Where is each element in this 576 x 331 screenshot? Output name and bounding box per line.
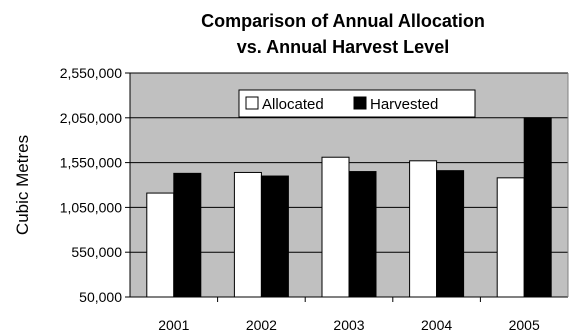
chart-title: Comparison of Annual Allocation bbox=[201, 11, 485, 31]
bar-allocated bbox=[496, 177, 525, 298]
legend-label-harvested: Harvested bbox=[370, 96, 438, 113]
x-tick-label: 2005 bbox=[509, 317, 540, 331]
legend-swatch-harvested bbox=[353, 96, 367, 110]
y-tick-label: 50,000 bbox=[79, 289, 122, 305]
y-tick-labels: 50,000 550,000 1,050,000 1,550,000 2,050,000… bbox=[60, 65, 123, 305]
bar-allocated bbox=[409, 160, 438, 298]
y-tick-label: 2,050,000 bbox=[60, 110, 122, 126]
bars bbox=[146, 117, 552, 298]
axes bbox=[125, 72, 569, 302]
y-axis-label: Cubic Metres bbox=[13, 135, 32, 235]
y-tick-label: 1,050,000 bbox=[60, 199, 122, 215]
x-tick-label: 2002 bbox=[246, 317, 277, 331]
legend: Allocated Harvested bbox=[238, 89, 476, 118]
y-tick-label: 550,000 bbox=[71, 244, 122, 260]
legend-box bbox=[238, 89, 476, 118]
bar-allocated bbox=[146, 192, 175, 298]
bar-allocated bbox=[233, 171, 262, 298]
x-tick-label: 2003 bbox=[333, 317, 364, 331]
y-tick-label: 1,550,000 bbox=[60, 155, 122, 171]
bar-harvested bbox=[348, 171, 377, 298]
bar-harvested bbox=[173, 172, 202, 298]
y-tick-label: 2,550,000 bbox=[60, 65, 122, 81]
bar-harvested bbox=[523, 117, 552, 298]
x-tick-label: 2001 bbox=[158, 317, 189, 331]
chart-subtitle: vs. Annual Harvest Level bbox=[237, 37, 449, 57]
x-tick-label: 2004 bbox=[421, 317, 452, 331]
bar-allocated bbox=[321, 156, 350, 298]
legend-swatch-allocated bbox=[245, 96, 259, 110]
bar-harvested bbox=[260, 175, 289, 298]
legend-label-allocated: Allocated bbox=[262, 96, 324, 113]
x-tick-labels: 2001 2002 2003 2004 2005 bbox=[158, 317, 540, 331]
bar-harvested bbox=[436, 170, 465, 298]
